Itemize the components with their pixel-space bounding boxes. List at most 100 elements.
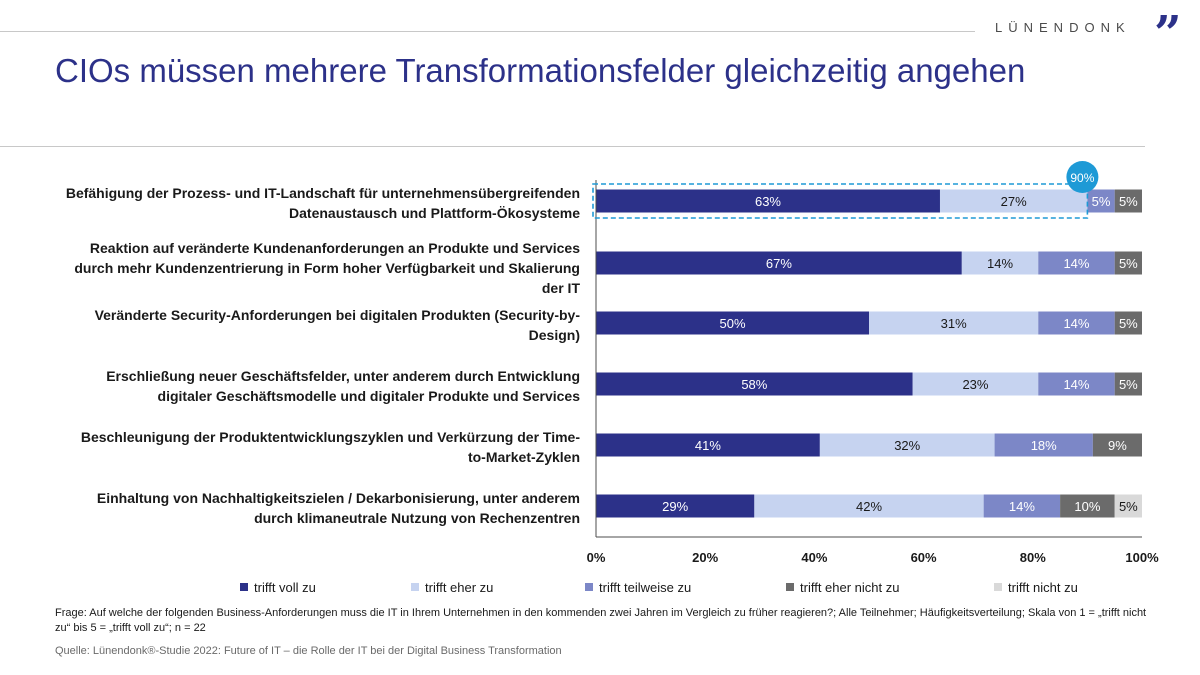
data-label: 5%	[1119, 316, 1138, 331]
bar-segment	[819, 433, 995, 457]
category-label-line: Beschleunigung der Produktentwicklungszy…	[80, 429, 580, 445]
category-label-line: durch mehr Kundenzentrierung in Form hoh…	[74, 260, 580, 276]
data-label: 5%	[1119, 499, 1138, 514]
legend-label: trifft nicht zu	[1008, 580, 1078, 595]
data-label: 50%	[719, 316, 745, 331]
data-label: 14%	[1009, 499, 1035, 514]
data-label: 41%	[695, 438, 721, 453]
bar-segment	[1114, 494, 1142, 518]
x-tick-label: 0%	[587, 550, 606, 565]
category-label-line: digitaler Geschäftsmodelle und digitaler…	[157, 388, 580, 404]
legend-swatch	[786, 583, 794, 591]
category-label: Beschleunigung der Produktentwicklungszy…	[40, 427, 580, 467]
data-label: 29%	[662, 499, 688, 514]
data-label: 5%	[1092, 194, 1111, 209]
bar-segment	[1038, 251, 1115, 275]
legend-swatch	[585, 583, 593, 591]
legend-item: trifft eher zu	[411, 580, 493, 595]
legend-label: trifft eher nicht zu	[800, 580, 900, 595]
legend-item: trifft voll zu	[240, 580, 316, 595]
category-label: Erschließung neuer Geschäftsfelder, unte…	[40, 366, 580, 406]
bar-segment	[994, 433, 1093, 457]
bar-segment	[596, 311, 869, 335]
bar-segment	[1114, 372, 1142, 396]
data-label: 32%	[894, 438, 920, 453]
data-label: 42%	[856, 499, 882, 514]
category-label: Einhaltung von Nachhaltigkeitszielen / D…	[40, 488, 580, 528]
category-label: Veränderte Security-Anforderungen bei di…	[40, 305, 580, 345]
legend-item: trifft nicht zu	[994, 580, 1078, 595]
data-label: 23%	[962, 377, 988, 392]
question-note: Frage: Auf welche der folgenden Business…	[55, 607, 1147, 634]
data-label: 10%	[1074, 499, 1100, 514]
data-label: 14%	[1063, 256, 1089, 271]
title-divider	[0, 146, 1145, 147]
data-label: 5%	[1119, 194, 1138, 209]
data-label: 5%	[1119, 256, 1138, 271]
bar-segment	[1114, 311, 1142, 335]
data-label: 5%	[1119, 377, 1138, 392]
legend-swatch	[411, 583, 419, 591]
data-label: 18%	[1031, 438, 1057, 453]
bar-segment	[983, 494, 1061, 518]
category-label-line: der IT	[541, 280, 580, 296]
bar-segment	[596, 433, 820, 457]
category-label-line: Veränderte Security-Anforderungen bei di…	[94, 307, 580, 323]
legend-swatch	[994, 583, 1002, 591]
category-label-line: to-Market-Zyklen	[467, 449, 580, 465]
highlight-bubble-label: 90%	[1070, 171, 1094, 185]
x-tick-label: 20%	[692, 550, 718, 565]
bar-segment	[1038, 311, 1115, 335]
source-note: Quelle: Lünendonk®-Studie 2022: Future o…	[55, 645, 562, 657]
highlight-bubble	[1066, 161, 1099, 193]
bar-segment	[596, 494, 755, 518]
x-tick-label: 60%	[911, 550, 937, 565]
legend-swatch	[240, 583, 248, 591]
bar-segment	[1114, 251, 1142, 275]
category-label-line: Design)	[528, 327, 580, 343]
data-label: 14%	[1063, 316, 1089, 331]
data-label: 31%	[941, 316, 967, 331]
bar-segment	[1038, 372, 1115, 396]
data-label: 9%	[1108, 438, 1127, 453]
category-label-line: Erschließung neuer Geschäftsfelder, unte…	[106, 368, 580, 384]
x-tick-label: 100%	[1125, 550, 1159, 565]
category-label: Befähigung der Prozess- und IT-Landschaf…	[40, 183, 580, 223]
bar-segment	[596, 189, 940, 213]
bar-segment	[1087, 189, 1115, 213]
bar-segment	[1092, 433, 1142, 457]
bar-segment	[596, 251, 962, 275]
page-title: CIOs müssen mehrere Transformationsfelde…	[55, 52, 1026, 89]
data-label: 27%	[1001, 194, 1027, 209]
brand-logo-text: LÜNENDONK	[995, 20, 1131, 35]
category-label-line: Datenaustausch und Plattform-Ökosysteme	[289, 205, 580, 221]
bar-segment	[754, 494, 984, 518]
data-label: 63%	[755, 194, 781, 209]
header-divider	[0, 31, 975, 32]
bar-segment	[1114, 189, 1142, 213]
bar-segment	[939, 189, 1088, 213]
chart-legend: trifft voll zu trifft eher zu trifft teilw…	[0, 580, 1200, 600]
bar-segment	[961, 251, 1039, 275]
bar-segment	[869, 311, 1039, 335]
stacked-bar-chart: 63% 27% 5% 5% 67% 14% 14% 5% 50% 31% 14% 5% 58% 23% 14…	[587, 161, 1159, 565]
brand-quote-mark-icon: ”	[1154, 6, 1182, 62]
data-label: 67%	[766, 256, 792, 271]
legend-item: trifft teilweise zu	[585, 580, 691, 595]
category-label-line: Einhaltung von Nachhaltigkeitszielen / D…	[96, 490, 580, 506]
data-label: 14%	[1063, 377, 1089, 392]
bar-segment	[912, 372, 1039, 396]
legend-label: trifft teilweise zu	[599, 580, 692, 595]
x-tick-label: 80%	[1020, 550, 1046, 565]
category-label-line: durch klimaneutrale Nutzung von Rechenze…	[254, 510, 580, 526]
data-label: 14%	[987, 256, 1013, 271]
category-label-line: Reaktion auf veränderte Kundenanforderun…	[89, 240, 580, 256]
bar-segment	[596, 372, 913, 396]
legend-label: trifft voll zu	[254, 580, 316, 595]
x-tick-label: 40%	[801, 550, 827, 565]
category-label: Reaktion auf veränderte Kundenanforderun…	[40, 238, 580, 298]
legend-item: trifft eher nicht zu	[786, 580, 899, 595]
category-label-line: Befähigung der Prozess- und IT-Landschaf…	[65, 185, 580, 201]
bar-segment	[1060, 494, 1115, 518]
data-label: 58%	[741, 377, 767, 392]
